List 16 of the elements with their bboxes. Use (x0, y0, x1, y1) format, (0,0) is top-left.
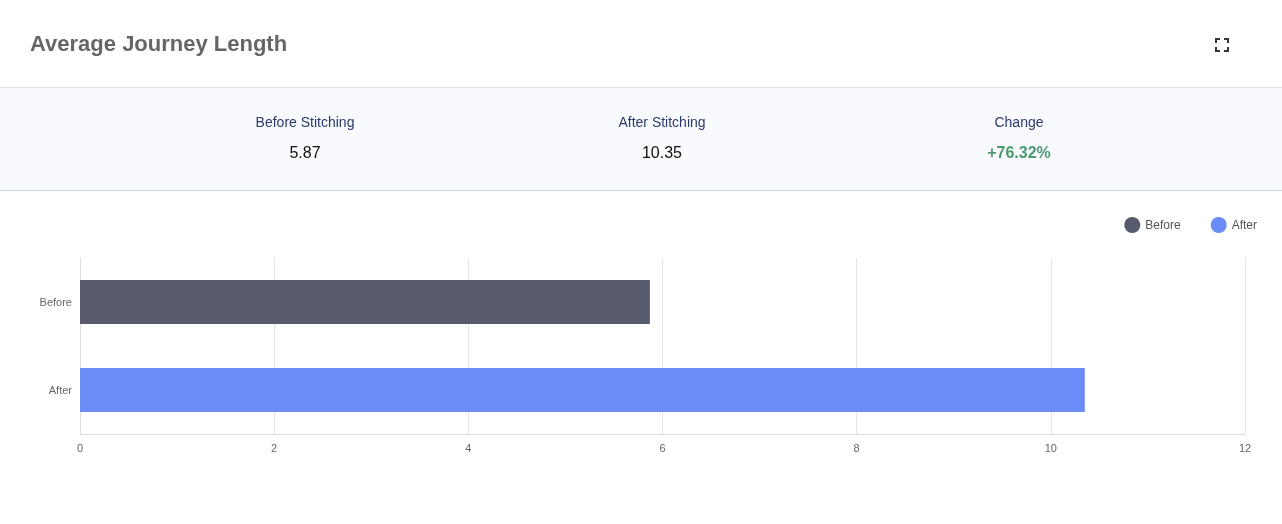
text: 10.35 (640, 144, 683, 162)
x-tick-label: 6 (659, 441, 666, 454)
legend-label: After (1231, 218, 1257, 232)
text: 5.87 (288, 144, 322, 162)
text: After Stitching (617, 114, 707, 130)
text: +76.32% (986, 144, 1052, 162)
x-tick-label: 8 (853, 441, 860, 454)
x-tick-label: 10 (1044, 441, 1057, 454)
x-tick-label: 0 (76, 441, 84, 454)
x-tick-label: 2 (271, 441, 278, 454)
text: Before Stitching (254, 114, 356, 130)
legend-label: Before (1145, 218, 1181, 232)
x-tick-label: 4 (465, 441, 472, 454)
text: Change (993, 114, 1045, 130)
x-tick-label: 12 (1238, 441, 1252, 454)
chart-title: Average Journey Length (30, 31, 288, 57)
